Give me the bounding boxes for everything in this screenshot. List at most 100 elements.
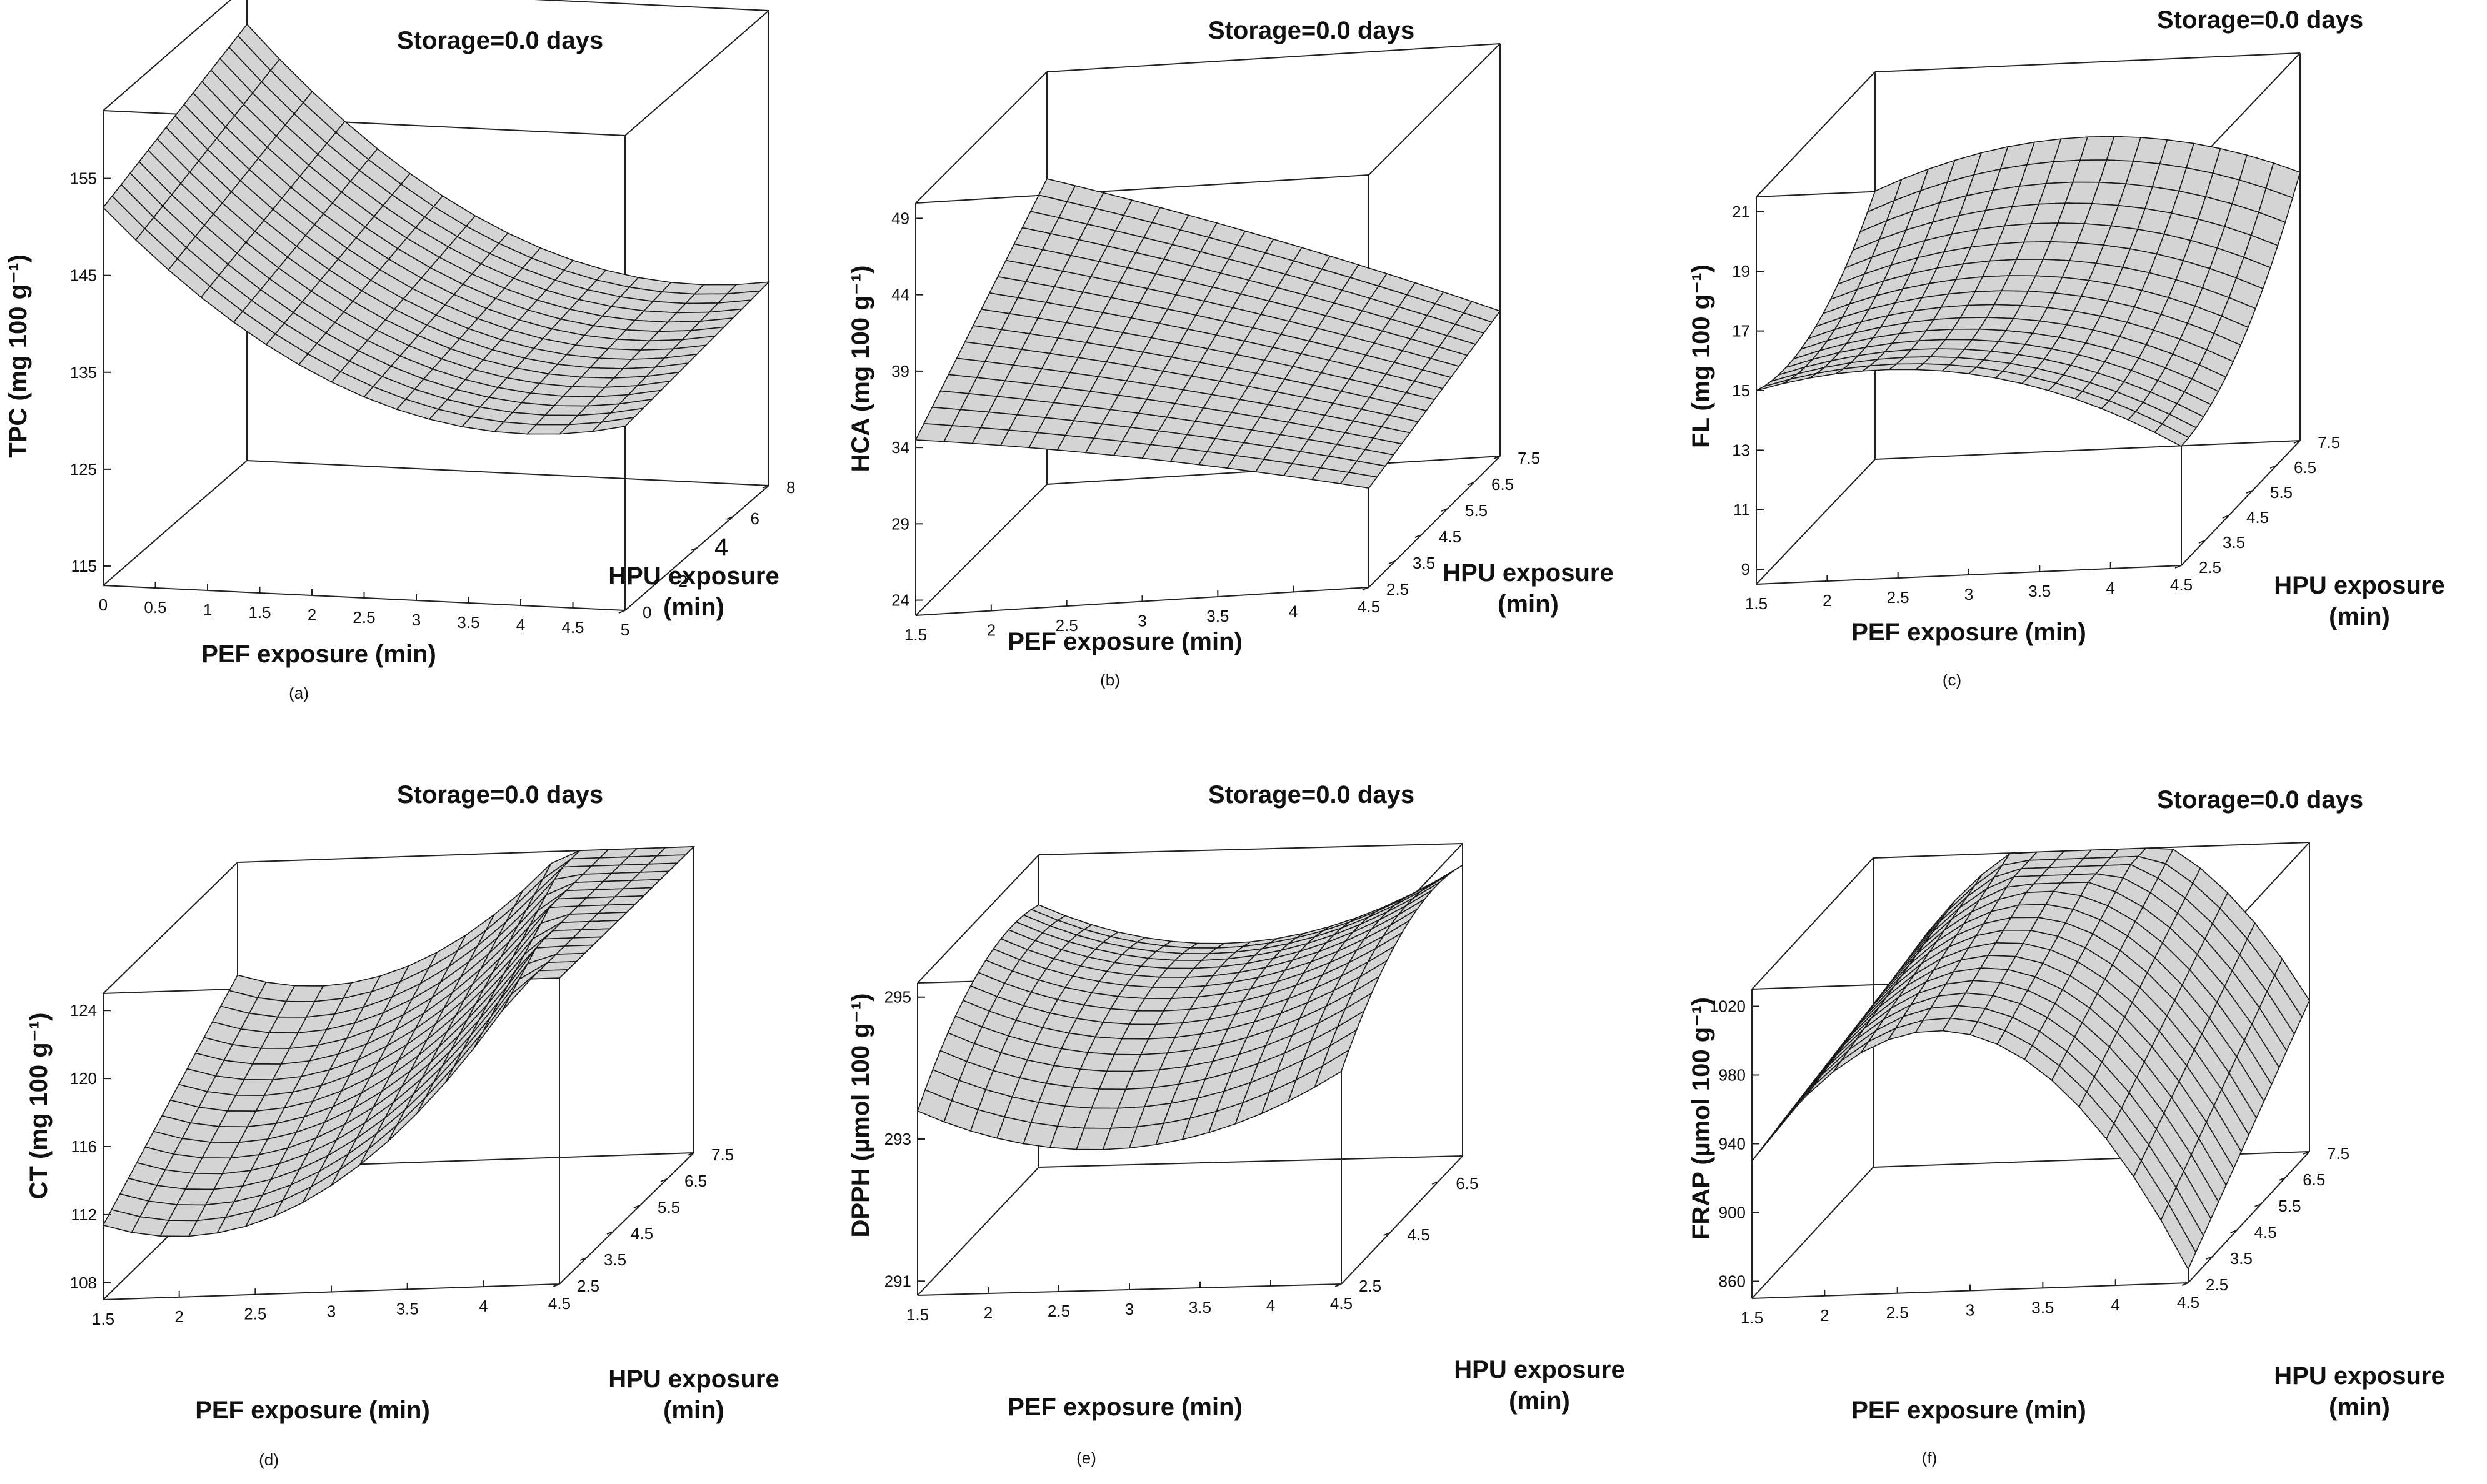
panel-ct: 1.5 2 2.5 3 3.5 4 4.5 2.5 3.5 4.5 5.5 6.5 7.5 108 112 1… — [0, 744, 819, 1481]
x-tick-label: 3 — [1125, 1300, 1134, 1318]
surface-facet — [1778, 1085, 1815, 1126]
x-tick-label: 0.5 — [144, 598, 166, 617]
y-tick-label: 4.5 — [2246, 508, 2269, 527]
z-tick-label: 291 — [884, 1272, 911, 1290]
surface-facet — [1806, 1060, 1842, 1096]
surface-facet — [529, 969, 569, 980]
y-tick-mark — [1493, 456, 1501, 459]
y-tick-label: 4.5 — [1408, 1225, 1430, 1244]
y-tick-label: 2.5 — [1359, 1277, 1381, 1295]
x-tick-label: 4.5 — [2177, 1293, 2199, 1312]
y-tick-label: 2 — [679, 572, 688, 590]
panel-caption: (b) — [1100, 670, 1120, 689]
y-tick-label: 6 — [751, 509, 759, 528]
response-surface — [1751, 847, 2310, 1270]
y-tick-mark — [660, 1178, 668, 1182]
y-tick-label: 3.5 — [604, 1250, 626, 1269]
y-tick-mark — [2222, 515, 2229, 519]
x-axis-label: PEF exposure (min) — [1008, 1393, 1243, 1421]
x-tick-label: 4.5 — [548, 1294, 571, 1313]
y-axis-label: HPU exposure — [1443, 559, 1613, 587]
box-edge — [103, 460, 248, 586]
panel-tpc: 0 0.5 1 1.5 2 2.5 3 3.5 4 4.5 5 0 2 4 6 8 115 125 135 145 15… — [0, 0, 819, 737]
y-tick-label: 6.5 — [2303, 1170, 2325, 1189]
y-tick-label: 5.5 — [1465, 501, 1488, 520]
box-edge — [534, 0, 769, 11]
z-tick-label: 29 — [891, 514, 909, 533]
y-tick-mark — [633, 1205, 641, 1208]
z-tick-label: 135 — [70, 363, 97, 382]
box-edge — [1046, 43, 1501, 72]
x-tick-label: 1.5 — [1745, 594, 1768, 613]
y-tick-label: 3.5 — [2223, 533, 2245, 552]
surface-facet — [2160, 1202, 2196, 1270]
panel-dpph: 1.5 2 2.5 3 3.5 4 4.5 2.5 4.5 6.5 291 293 295 Storage… — [831, 744, 1650, 1481]
x-tick-label: 1.5 — [92, 1310, 114, 1328]
z-tick-label: 15 — [1732, 381, 1750, 400]
y-tick-label: 4 — [714, 534, 728, 561]
z-tick-label: 295 — [884, 988, 911, 1007]
box-edge — [1341, 1155, 1463, 1285]
x-tick-label: 3 — [327, 1302, 336, 1321]
x-tick-label: 4 — [479, 1297, 488, 1315]
y-tick-label: 7.5 — [711, 1145, 734, 1164]
x-axis-label: PEF exposure (min) — [1851, 1397, 2086, 1424]
x-axis-label: PEF exposure (min) — [1851, 619, 2086, 646]
panel-frap: 1.5 2 2.5 3 3.5 4 4.5 2.5 3.5 4.5 5.5 6.5 7.5 860 900 9… — [1663, 744, 2481, 1481]
y-tick-mark — [606, 1231, 614, 1235]
y-tick-mark — [2181, 1282, 2189, 1286]
x-tick-label: 2.5 — [1886, 1303, 1909, 1322]
box-edge — [1751, 857, 1874, 990]
x-tick-label: 0 — [99, 595, 108, 614]
x-tick-label: 4.5 — [561, 618, 584, 637]
y-axis-label: HPU exposure — [2274, 572, 2444, 599]
z-axis-label: TPC (mg 100 g⁻¹) — [4, 254, 32, 458]
y-tick-mark — [1467, 482, 1474, 486]
z-tick-label: 13 — [1732, 441, 1750, 459]
x-tick-label: 4 — [2106, 579, 2114, 597]
box-edge — [1038, 843, 1463, 855]
y-tick-mark — [2278, 1177, 2286, 1181]
chart-hca: 1.5 2 2.5 3 3.5 4 4.52.53.54.55.56.57.52429343… — [847, 17, 1614, 689]
y-tick-mark — [2254, 1203, 2261, 1207]
x-tick-label: 1.5 — [906, 1305, 929, 1324]
box-edge — [915, 71, 1048, 204]
x-tick-label: 3.5 — [2031, 1298, 2054, 1317]
x-tick-label: 2.5 — [244, 1305, 266, 1323]
chart-tpc: 0 0.5 1 1.5 2 2.5 3 3.5 4 4.5 50246811512513514515… — [4, 0, 795, 702]
z-tick-label: 1020 — [1709, 997, 1746, 1016]
y-tick-mark — [1431, 1181, 1439, 1185]
x-tick-label: 3.5 — [396, 1299, 419, 1318]
ticks: 1.5 2 2.5 3 3.5 4 4.52.53.54.55.56.57.58609009… — [1709, 997, 2349, 1328]
z-tick-label: 115 — [71, 557, 97, 575]
ticks: 1.5 2 2.5 3 3.5 4 4.5 2.5 3.5 4.5 5.56.57.5 108 112 1… — [70, 1001, 734, 1328]
y-tick-label: 6.5 — [1456, 1174, 1478, 1193]
x-tick-label: 4 — [1266, 1296, 1275, 1315]
y-axis-unit: (min) — [663, 594, 724, 621]
surface-facet — [591, 416, 636, 432]
y-tick-mark — [2269, 465, 2277, 469]
chart-frap: 1.5 2 2.5 3 3.5 4 4.52.53.54.55.56.57.58609009… — [1688, 786, 2445, 1467]
chart-title: Storage=0.0 days — [397, 781, 603, 809]
y-tick-mark — [1383, 1232, 1390, 1236]
y-tick-label: 6.5 — [2294, 458, 2316, 477]
box-edge — [2181, 440, 2301, 566]
z-tick-label: 155 — [70, 169, 97, 188]
y-tick-label: 7.5 — [2318, 433, 2340, 452]
surface-facet — [1339, 472, 1378, 489]
x-tick-label: 2 — [1823, 591, 1831, 610]
z-axis-label: CT (mg 100 g⁻¹) — [25, 1013, 53, 1200]
box-edge — [1368, 456, 1501, 588]
ticks: 1.5 2 2.5 3 3.5 4 4.52.53.54.55.56.57.59111315… — [1732, 202, 2340, 613]
y-tick-mark — [1414, 534, 1422, 538]
y-tick-mark — [2198, 540, 2206, 544]
z-tick-label: 39 — [891, 362, 909, 381]
response-surface — [1756, 136, 2301, 447]
y-tick-label: 4.5 — [2254, 1223, 2277, 1242]
x-tick-label: 3.5 — [457, 613, 479, 632]
y-tick-label: 3.5 — [2230, 1249, 2253, 1268]
y-tick-mark — [553, 1283, 560, 1287]
panel-fl: 1.5 2 2.5 3 3.5 4 4.5 2.5 3.5 4.5 5.5 6.5 7.5 9 11 13 15… — [1663, 0, 2481, 737]
box-edge — [1368, 43, 1501, 176]
